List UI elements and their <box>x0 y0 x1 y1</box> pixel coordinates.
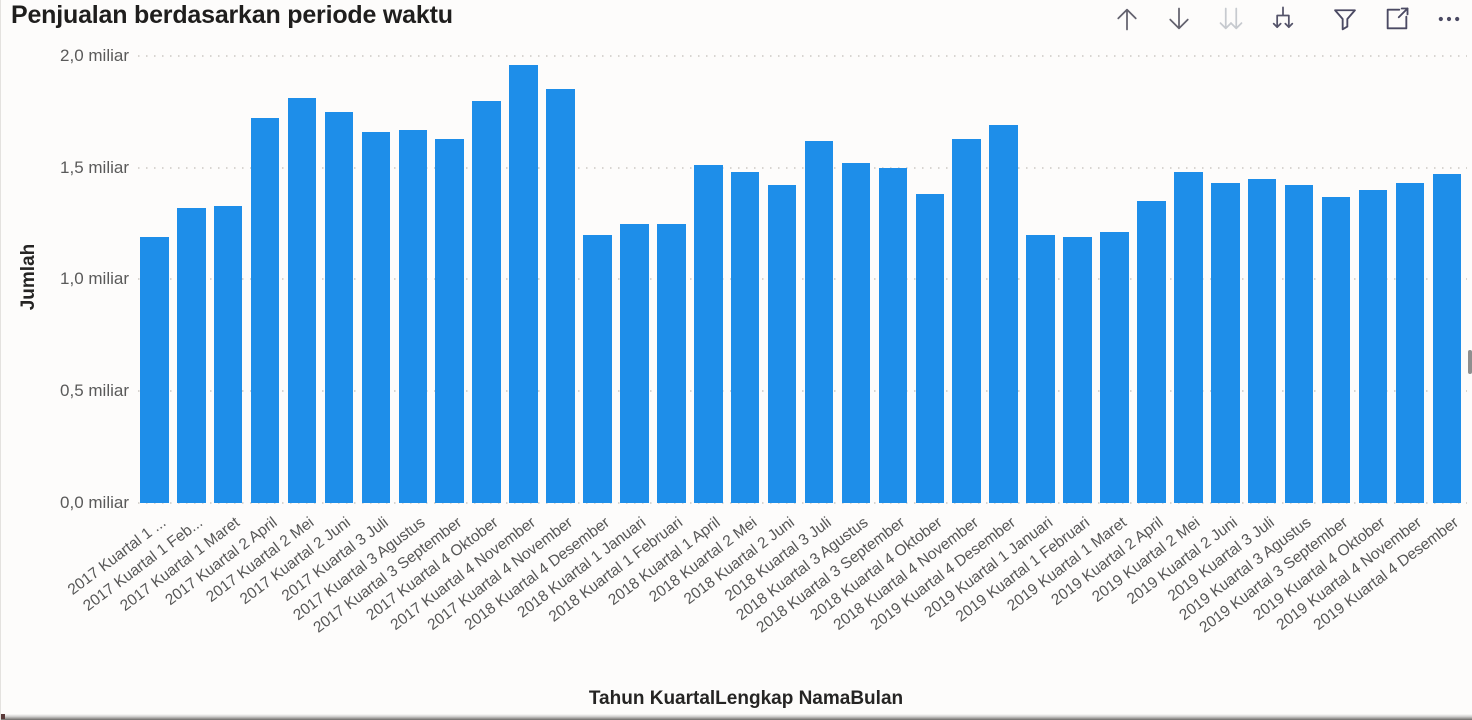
bar[interactable] <box>583 234 612 503</box>
bar[interactable] <box>1358 189 1388 503</box>
bar[interactable] <box>1063 236 1092 503</box>
gridline <box>138 390 1467 393</box>
bar[interactable] <box>730 172 760 503</box>
bar[interactable] <box>324 111 354 503</box>
bar[interactable] <box>841 163 871 503</box>
bar[interactable] <box>1100 232 1129 503</box>
bar[interactable] <box>1395 183 1425 503</box>
bar[interactable] <box>435 138 465 503</box>
y-axis-tick-label: 1,0 miliar <box>60 269 129 289</box>
bar[interactable] <box>989 125 1018 503</box>
bar[interactable] <box>915 194 945 503</box>
bar[interactable] <box>1432 174 1462 503</box>
bar[interactable] <box>1321 196 1351 503</box>
bar[interactable] <box>620 223 649 503</box>
bar[interactable] <box>250 118 280 503</box>
filter-icon[interactable] <box>1330 4 1360 34</box>
bar[interactable] <box>287 98 317 503</box>
bar[interactable] <box>952 138 982 503</box>
bar[interactable] <box>140 236 169 503</box>
bar[interactable] <box>546 89 575 503</box>
bar[interactable] <box>213 205 243 503</box>
bar[interactable] <box>398 129 428 503</box>
bar[interactable] <box>1284 185 1314 503</box>
bar[interactable] <box>361 131 391 503</box>
y-axis-tick-label: 0,0 miliar <box>60 493 129 512</box>
gridline <box>138 54 1467 57</box>
bar[interactable] <box>693 165 723 503</box>
bar[interactable] <box>176 207 206 503</box>
focus-mode-icon[interactable] <box>1382 4 1412 34</box>
bar[interactable] <box>472 100 501 503</box>
x-axis-title: Tahun KuartalLengkap NamaBulan <box>588 688 904 709</box>
bar[interactable] <box>1174 172 1203 503</box>
gridline <box>138 502 1467 504</box>
visual-header-toolbar <box>1090 4 1464 34</box>
progress-nub <box>1 714 5 719</box>
y-axis-tick-label: 0,5 miliar <box>60 381 129 401</box>
bar[interactable] <box>1210 183 1240 503</box>
bar[interactable] <box>509 64 538 503</box>
bar[interactable] <box>1026 234 1055 503</box>
gridline <box>138 166 1467 169</box>
scrollbar-thumb[interactable] <box>1468 350 1472 374</box>
bar[interactable] <box>804 140 834 503</box>
y-axis-tick-label: 2,0 miliar <box>60 45 129 65</box>
bottom-edge-strip <box>1 714 1472 720</box>
bar[interactable] <box>767 185 797 503</box>
gridline <box>138 278 1467 281</box>
more-options-icon[interactable] <box>1434 4 1464 34</box>
go-to-next-level-icon[interactable] <box>1216 4 1246 34</box>
drill-up-icon[interactable] <box>1112 4 1142 34</box>
bar[interactable] <box>657 223 686 503</box>
bar[interactable] <box>1247 178 1277 503</box>
bar[interactable] <box>1137 201 1166 503</box>
expand-next-level-icon[interactable] <box>1268 4 1298 34</box>
visual-title: Penjualan berdasarkan periode waktu <box>11 1 453 29</box>
y-axis-tick-label: 1,5 miliar <box>60 157 129 177</box>
drill-down-icon[interactable] <box>1164 4 1194 34</box>
bar[interactable] <box>878 167 908 503</box>
